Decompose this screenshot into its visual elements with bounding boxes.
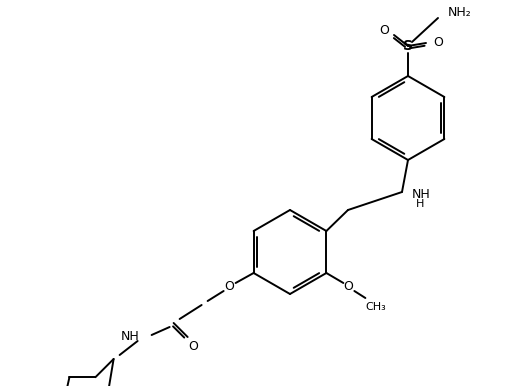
Text: NH₂: NH₂ (448, 5, 472, 19)
Text: CH₃: CH₃ (365, 302, 386, 312)
Text: NH: NH (412, 188, 431, 200)
Text: H: H (416, 199, 424, 209)
Text: O: O (343, 281, 353, 293)
Text: O: O (189, 340, 199, 354)
Text: O: O (379, 24, 389, 37)
Text: NH: NH (121, 330, 140, 344)
Text: O: O (225, 281, 234, 293)
Text: S: S (403, 39, 413, 53)
Text: O: O (433, 36, 443, 49)
